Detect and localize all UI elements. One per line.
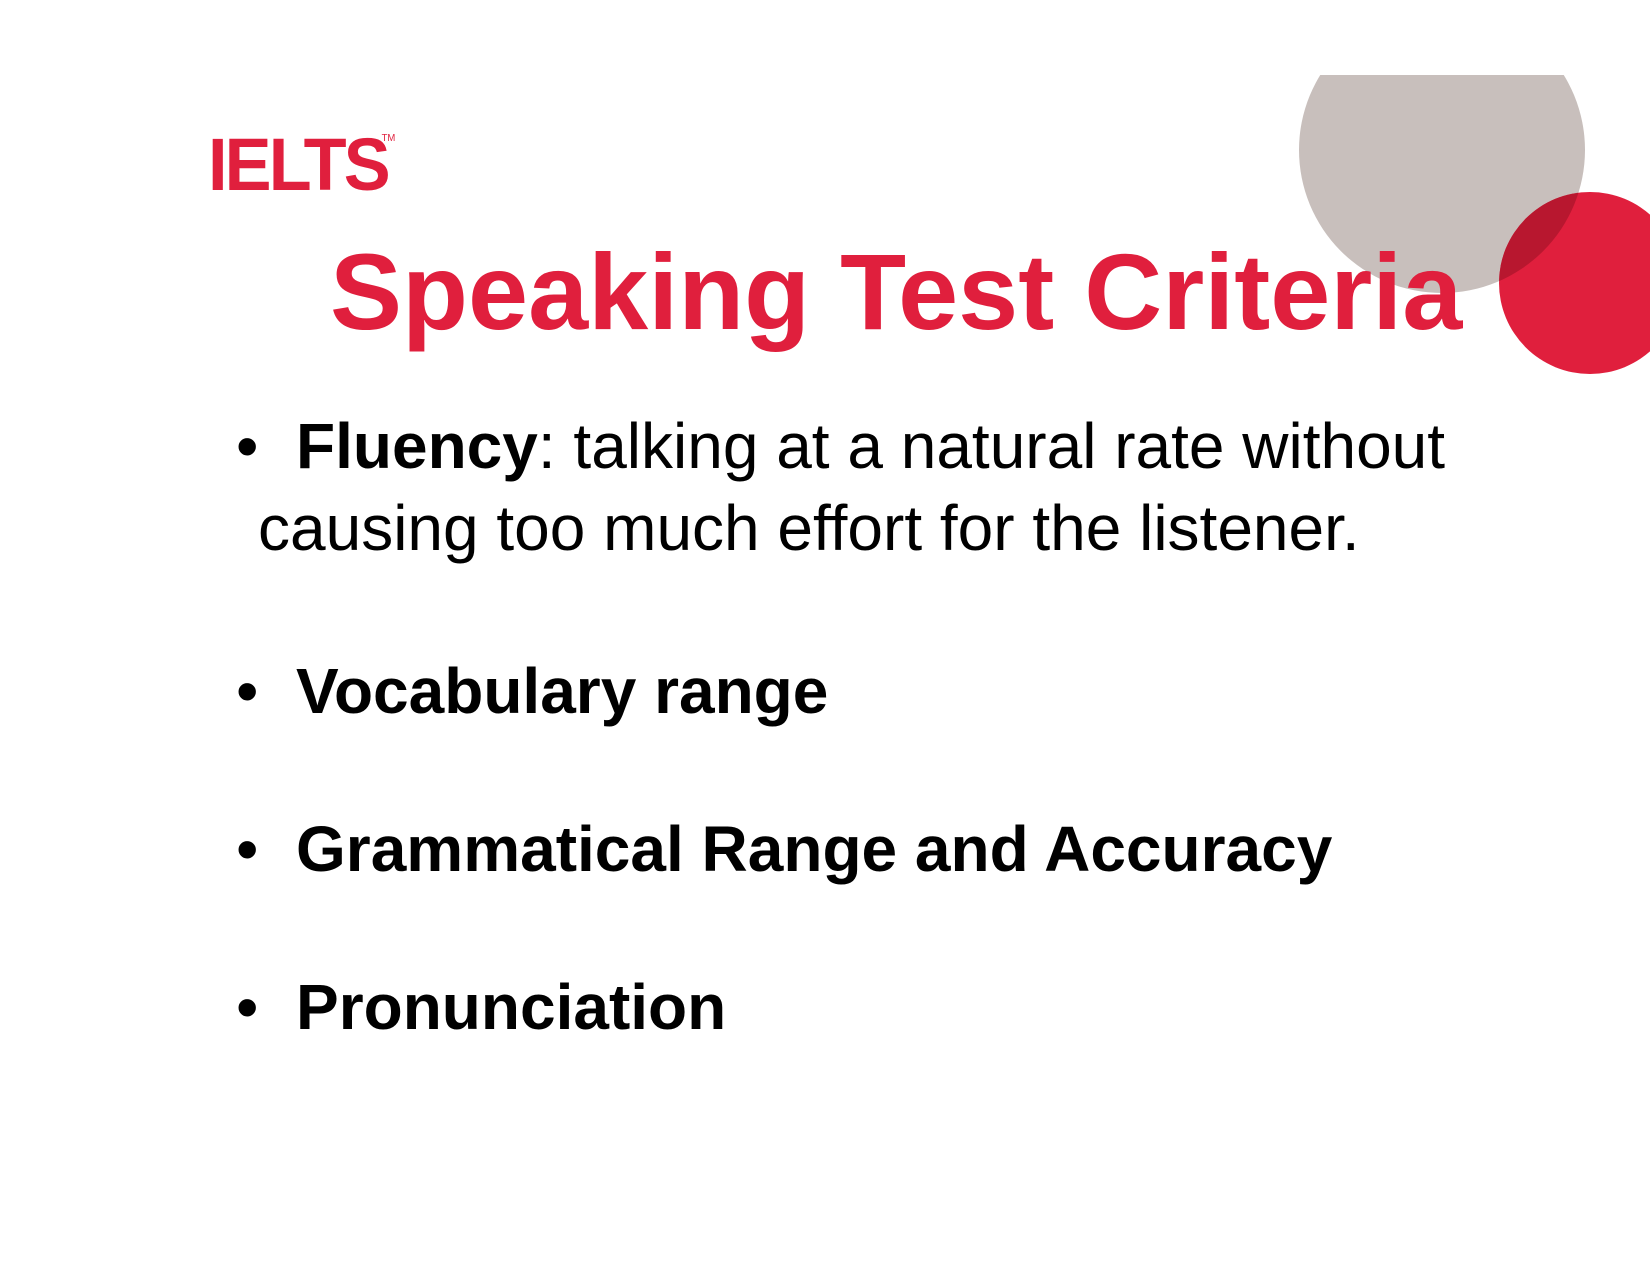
red-circle [1499, 192, 1650, 374]
bullet-term: Vocabulary range [296, 655, 829, 727]
logo-text: IELTS [208, 123, 391, 206]
bullet-icon: • [236, 813, 259, 885]
bullet-description: : talking at a natural rate without [537, 410, 1446, 482]
ielts-logo: IELTS TM [208, 128, 395, 202]
bullet-vocabulary: • Vocabulary range [236, 650, 1536, 732]
bullet-term: Fluency [296, 410, 538, 482]
bullet-icon: • [236, 655, 259, 727]
bullet-icon: • [236, 410, 259, 482]
slide-title: Speaking Test Criteria [330, 231, 1463, 352]
bullet-icon: • [236, 971, 259, 1043]
bullet-description-continued: causing too much effort for the listener… [258, 492, 1360, 564]
bullet-grammar: • Grammatical Range and Accuracy [236, 808, 1536, 890]
bullet-pronunciation: • Pronunciation [236, 966, 1536, 1048]
bullet-fluency: • Fluency: talking at a natural rate with… [236, 405, 1536, 569]
logo-trademark: TM [381, 133, 396, 144]
bullet-term: Grammatical Range and Accuracy [296, 813, 1333, 885]
bullet-term: Pronunciation [296, 971, 727, 1043]
overlap-circle [1499, 192, 1585, 293]
